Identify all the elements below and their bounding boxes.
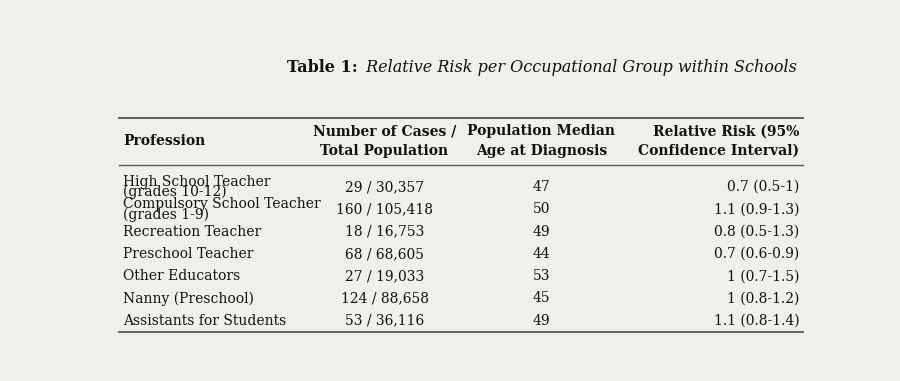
Text: 1.1 (0.9-1.3): 1.1 (0.9-1.3) xyxy=(714,202,799,216)
Text: 49: 49 xyxy=(533,224,550,239)
Text: (grades 10-12): (grades 10-12) xyxy=(123,185,227,199)
Text: 0.7 (0.5-1): 0.7 (0.5-1) xyxy=(727,180,799,194)
Text: 53 / 36,116: 53 / 36,116 xyxy=(345,314,424,328)
Text: 1 (0.7-1.5): 1 (0.7-1.5) xyxy=(727,269,799,283)
Text: (grades 1-9): (grades 1-9) xyxy=(123,207,209,222)
Text: Relative Risk per Occupational Group within Schools: Relative Risk per Occupational Group wit… xyxy=(361,59,796,76)
Text: 0.8 (0.5-1.3): 0.8 (0.5-1.3) xyxy=(715,224,799,239)
Text: 18 / 16,753: 18 / 16,753 xyxy=(345,224,424,239)
Text: 45: 45 xyxy=(533,291,550,306)
Text: Population Median
Age at Diagnosis: Population Median Age at Diagnosis xyxy=(467,124,616,158)
Text: Profession: Profession xyxy=(123,134,205,148)
Text: 29 / 30,357: 29 / 30,357 xyxy=(345,180,424,194)
Text: Assistants for Students: Assistants for Students xyxy=(123,314,286,328)
Text: 53: 53 xyxy=(533,269,550,283)
Text: Relative Risk (95%
Confidence Interval): Relative Risk (95% Confidence Interval) xyxy=(638,124,799,158)
Text: Number of Cases /
Total Population: Number of Cases / Total Population xyxy=(313,124,456,158)
Text: Compulsory School Teacher: Compulsory School Teacher xyxy=(123,197,320,211)
Text: 50: 50 xyxy=(533,202,550,216)
Text: 0.7 (0.6-0.9): 0.7 (0.6-0.9) xyxy=(715,247,799,261)
Text: High School Teacher: High School Teacher xyxy=(123,175,271,189)
Text: 68 / 68,605: 68 / 68,605 xyxy=(345,247,424,261)
Text: 160 / 105,418: 160 / 105,418 xyxy=(336,202,433,216)
Text: 1 (0.8-1.2): 1 (0.8-1.2) xyxy=(727,291,799,306)
Text: 1.1 (0.8-1.4): 1.1 (0.8-1.4) xyxy=(714,314,799,328)
Text: 44: 44 xyxy=(533,247,550,261)
Text: 124 / 88,658: 124 / 88,658 xyxy=(340,291,428,306)
Text: 47: 47 xyxy=(533,180,550,194)
Text: 49: 49 xyxy=(533,314,550,328)
Text: Other Educators: Other Educators xyxy=(123,269,240,283)
Text: Nanny (Preschool): Nanny (Preschool) xyxy=(123,291,254,306)
Text: Recreation Teacher: Recreation Teacher xyxy=(123,224,261,239)
Text: Preschool Teacher: Preschool Teacher xyxy=(123,247,254,261)
Text: Table 1:: Table 1: xyxy=(287,59,358,76)
Text: 27 / 19,033: 27 / 19,033 xyxy=(345,269,424,283)
